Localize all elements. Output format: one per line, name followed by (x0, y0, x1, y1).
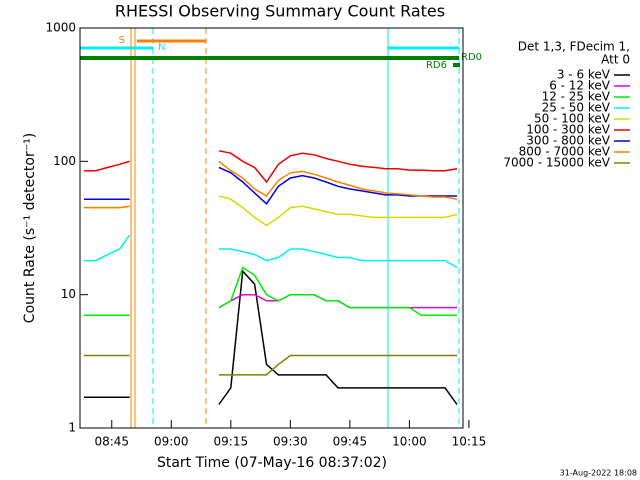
series-line (84, 266, 457, 317)
footer: 31-Aug-2022 18:08 (560, 469, 637, 478)
x-tick-label: 10:15 (452, 435, 487, 449)
x-tick-label: 09:30 (273, 435, 308, 449)
y-tick-label: 10 (61, 287, 76, 301)
legend-label: 50 - 100 keV (534, 112, 611, 126)
y-axis-label: Count Rate (s⁻¹ detector⁻¹) (22, 133, 38, 323)
y-tick-label: 1000 (45, 21, 76, 35)
legend-label: 6 - 12 keV (549, 79, 611, 93)
x-tick-label: 10:00 (392, 435, 427, 449)
flags: S N RD0 RD6 (79, 28, 482, 428)
series-line (84, 293, 457, 317)
legend-header: Att 0 (601, 53, 630, 67)
legend-header: Det 1,3, FDecim 1, (518, 40, 630, 54)
legend-label: 3 - 6 keV (557, 68, 611, 82)
chart-title: RHESSI Observing Summary Count Rates (115, 2, 445, 21)
legend-label: 300 - 800 keV (526, 134, 610, 148)
x-tick-label: 09:00 (154, 435, 189, 449)
legend-label: 12 - 25 keV (542, 90, 611, 104)
series-line (84, 195, 458, 227)
legend-label: 25 - 50 keV (542, 101, 611, 115)
legend-label: 800 - 7000 keV (519, 145, 611, 159)
series-line (84, 269, 458, 405)
series-line (84, 234, 458, 269)
series-line (84, 160, 458, 209)
annotation: S (119, 35, 125, 46)
series-line (84, 166, 457, 205)
y-tick-label: 100 (53, 154, 76, 168)
annotation: N (158, 42, 165, 53)
series-line (84, 150, 458, 184)
legend-label: 7000 - 15000 keV (503, 156, 610, 170)
y-tick-label: 1 (68, 421, 76, 435)
annotation: RD6 (426, 60, 447, 71)
plot-frame (79, 27, 464, 429)
x-axis-label: Start Time (07-May-16 08:37:02) (157, 455, 387, 471)
x-tick-label: 08:45 (94, 435, 129, 449)
legend-label: 100 - 300 keV (526, 123, 610, 137)
annotation: RD0 (461, 52, 482, 63)
series-line (84, 354, 457, 376)
x-tick-label: 09:45 (333, 435, 368, 449)
x-tick-label: 09:15 (214, 435, 249, 449)
